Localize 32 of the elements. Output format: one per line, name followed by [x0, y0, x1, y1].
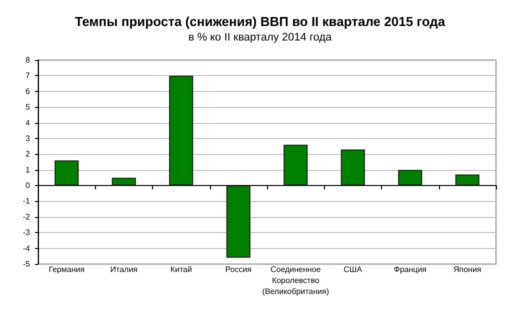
- y-tick-label: 3: [26, 134, 31, 143]
- x-tick-label: Италия: [110, 265, 138, 274]
- x-tick-label: Германия: [48, 265, 85, 274]
- x-tick-label: Соединенное Королевство (Великобритания): [262, 265, 330, 296]
- y-tick-label: 1: [26, 165, 31, 174]
- y-tick-label: -5: [22, 260, 31, 268]
- y-tick-label: 7: [26, 71, 31, 80]
- y-tick-label: 6: [26, 86, 31, 96]
- bar: [54, 160, 79, 186]
- y-tick-label: 0: [26, 181, 31, 190]
- x-tick-label: Россия: [225, 265, 252, 274]
- bar: [112, 178, 136, 186]
- bar: [169, 76, 194, 186]
- bar: [340, 149, 365, 186]
- y-tick-label: 4: [26, 118, 31, 128]
- y-tick-label: -2: [22, 212, 31, 222]
- bar: [284, 144, 308, 186]
- y-tick-label: -1: [22, 196, 31, 206]
- y-tick-label: 5: [26, 102, 31, 112]
- x-tick-label: США: [344, 265, 363, 274]
- bar: [455, 174, 480, 186]
- bar: [398, 170, 422, 186]
- x-tick-label: Япония: [453, 265, 482, 274]
- x-tick-label: Франция: [394, 265, 427, 274]
- y-tick-label: 2: [26, 150, 31, 159]
- chart-title: Темпы прироста (снижения) ВВП во II квартале 2015 года: [74, 14, 446, 29]
- y-tick-label: -4: [22, 244, 31, 253]
- y-tick-label: 8: [26, 56, 31, 64]
- bar: [226, 186, 250, 258]
- y-tick-label: -3: [22, 228, 31, 238]
- x-tick-label: Китай: [170, 265, 192, 274]
- chart-subtitle: в % ко II кварталу 2014 года: [188, 32, 333, 44]
